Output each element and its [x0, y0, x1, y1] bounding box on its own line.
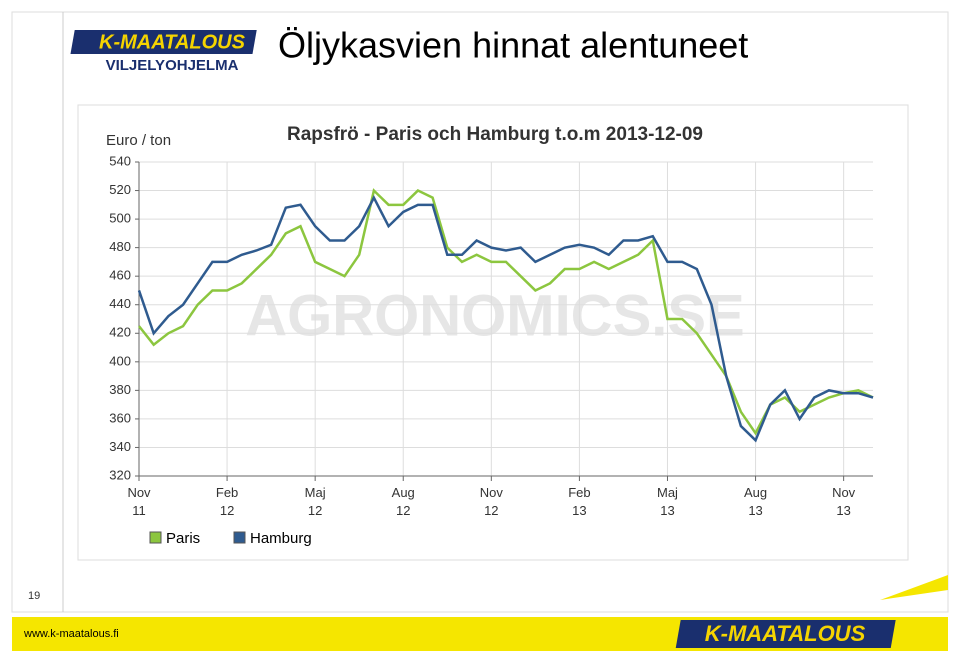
y-tick-label: 340 [109, 439, 131, 454]
y-tick-label: 540 [109, 153, 131, 168]
footer-url: www.k-maatalous.fi [23, 628, 119, 640]
x-tick-label: Maj 13 [657, 485, 678, 518]
y-tick-label: 500 [109, 211, 131, 226]
slide-title: Öljykasvien hinnat alentuneet [278, 25, 748, 66]
page-number: 19 [28, 590, 40, 602]
footer-swoosh [880, 575, 948, 600]
x-tick-label: Nov 11 [127, 485, 151, 518]
y-tick-label: 320 [109, 467, 131, 482]
logo-subtext: VILJELYOHJELMA [106, 57, 239, 74]
legend-label: Paris [166, 530, 200, 547]
y-tick-label: 400 [109, 353, 131, 368]
y-tick-label: 480 [109, 239, 131, 254]
x-tick-label: Aug 13 [744, 485, 767, 518]
y-tick-label: 360 [109, 410, 131, 425]
x-tick-label: Feb 12 [216, 485, 238, 518]
watermark: AGRONOMICS.SE [245, 283, 745, 348]
x-tick-label: Aug 12 [392, 485, 415, 518]
legend-swatch [233, 531, 246, 544]
line-series [137, 194, 874, 443]
y-tick-label: 380 [109, 382, 131, 397]
y-tick-label: 440 [109, 296, 131, 311]
logo-band [70, 30, 257, 54]
chart: AGRONOMICS.SE Rapsfrö - Paris och Hamburg… [106, 124, 874, 547]
y-tick-label: 420 [109, 325, 131, 340]
legend-swatch [149, 531, 162, 544]
logo-text: K-MAATALOUS [99, 31, 246, 53]
x-tick-label: Nov 12 [480, 485, 504, 518]
footer-logo: K-MAATALOUS [705, 621, 866, 646]
legend-label: Hamburg [250, 530, 312, 547]
y-tick-label: 460 [109, 268, 131, 283]
y-tick-label: 520 [109, 182, 131, 197]
chart-frame [77, 104, 909, 561]
chart-title: Rapsfrö - Paris och Hamburg t.o.m 2013-1… [287, 124, 703, 145]
y-axis-label: Euro / ton [106, 132, 171, 149]
x-tick-label: Maj 12 [305, 485, 326, 518]
line-series [138, 188, 874, 436]
x-tick-label: Nov 13 [832, 485, 856, 518]
x-tick-label: Feb 13 [568, 485, 590, 518]
footer-logo-band [675, 620, 896, 648]
